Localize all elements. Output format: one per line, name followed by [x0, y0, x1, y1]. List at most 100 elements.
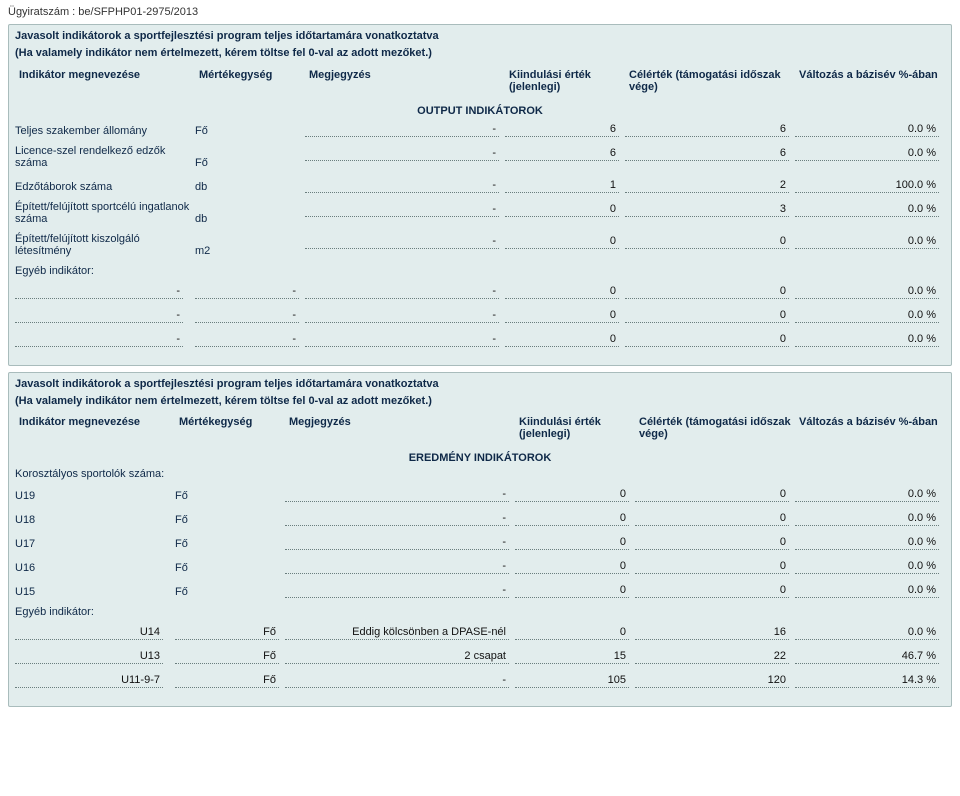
indicator-value-field[interactable]: Eddig kölcsönben a DPASE-nél: [285, 624, 509, 640]
indicator-value-field[interactable]: 0: [515, 486, 629, 502]
indicator-value-field[interactable]: U11-9-7: [15, 672, 163, 688]
indicator-value-field[interactable]: 2 csapat: [285, 648, 509, 664]
indicator-name: U19: [15, 486, 175, 502]
indicator-value-field[interactable]: 0.0 %: [795, 283, 939, 299]
indicator-value-field[interactable]: -: [15, 283, 183, 299]
indicator-value-field[interactable]: 3: [625, 201, 789, 217]
indicator-value-field[interactable]: 0: [515, 624, 629, 640]
indicator-row: Edzőtáborok számadb-12100.0 %: [15, 177, 945, 193]
indicator-value-field[interactable]: 6: [625, 121, 789, 137]
indicator-value-field[interactable]: 0.0 %: [795, 121, 939, 137]
indicator-value-field[interactable]: -: [305, 177, 499, 193]
indicator-value-field[interactable]: 0: [505, 201, 619, 217]
indicator-value-field[interactable]: 6: [505, 145, 619, 161]
panel1-subtitle: (Ha valamely indikátor nem értelmezett, …: [15, 46, 945, 61]
indicator-value-field[interactable]: 0: [515, 534, 629, 550]
indicator-name: U17: [15, 534, 175, 550]
indicator-value-field[interactable]: 0.0 %: [795, 486, 939, 502]
indicator-value-field[interactable]: 0.0 %: [795, 307, 939, 323]
indicator-value-field[interactable]: 0.0 %: [795, 145, 939, 161]
indicator-value-field[interactable]: -: [305, 121, 499, 137]
indicator-value-field[interactable]: -: [305, 201, 499, 217]
indicator-value-field[interactable]: 105: [515, 672, 629, 688]
indicator-value-field[interactable]: U13: [15, 648, 163, 664]
panel2-egyeb-label: Egyéb indikátor:: [15, 606, 945, 618]
indicator-value-field[interactable]: 0: [625, 307, 789, 323]
indicator-value-field[interactable]: -: [305, 283, 499, 299]
indicator-value-field[interactable]: -: [305, 331, 499, 347]
indicator-value-field[interactable]: 22: [635, 648, 789, 664]
indicator-value-field[interactable]: -: [305, 307, 499, 323]
indicator-value-field[interactable]: -: [285, 534, 509, 550]
indicator-value-field[interactable]: -: [285, 486, 509, 502]
indicator-value-field[interactable]: 15: [515, 648, 629, 664]
indicator-name: U16: [15, 558, 175, 574]
indicator-value-field[interactable]: 2: [625, 177, 789, 193]
indicator-value-field[interactable]: 0: [505, 331, 619, 347]
indicator-unit: Fő: [175, 486, 285, 502]
indicator-value-field[interactable]: 0: [635, 582, 789, 598]
indicator-value-field[interactable]: 6: [505, 121, 619, 137]
panel2-header-note: Megjegyzés: [285, 414, 515, 442]
indicator-value-field[interactable]: 1: [505, 177, 619, 193]
indicator-row: U15Fő-000.0 %: [15, 582, 945, 598]
indicator-name: Épített/felújított sportcélú ingatlanok …: [15, 201, 195, 225]
panel1-header-target: Célérték (támogatási időszak vége): [625, 67, 795, 95]
indicator-value-field[interactable]: -: [305, 145, 499, 161]
indicator-value-field[interactable]: 0.0 %: [795, 582, 939, 598]
indicator-row-custom: U11-9-7 Fő-105 120 14.3 %: [15, 672, 945, 688]
indicator-value-field[interactable]: 0: [635, 486, 789, 502]
indicator-value-field[interactable]: 0.0 %: [795, 331, 939, 347]
indicator-value-field[interactable]: -: [15, 307, 183, 323]
indicator-value-field[interactable]: 120: [635, 672, 789, 688]
indicator-value-field[interactable]: 0: [505, 307, 619, 323]
panel1-section-heading: OUTPUT INDIKÁTOROK: [15, 99, 945, 121]
indicator-value-field[interactable]: -: [195, 283, 299, 299]
indicator-value-field[interactable]: -: [285, 558, 509, 574]
indicator-value-field[interactable]: 6: [625, 145, 789, 161]
panel2-section-heading: EREDMÉNY INDIKÁTOROK: [15, 446, 945, 468]
panel1-header-note: Megjegyzés: [305, 67, 505, 95]
indicator-name: U18: [15, 510, 175, 526]
indicator-value-field[interactable]: -: [285, 672, 509, 688]
indicator-value-field[interactable]: 0: [505, 233, 619, 249]
indicator-value-field[interactable]: 0: [635, 558, 789, 574]
indicator-value-field[interactable]: 0.0 %: [795, 510, 939, 526]
panel2-header-start: Kiindulási érték (jelenlegi): [515, 414, 635, 442]
indicator-value-field[interactable]: -: [195, 331, 299, 347]
indicator-value-field[interactable]: 0: [635, 510, 789, 526]
indicator-value-field[interactable]: 0: [515, 558, 629, 574]
panel1-header-start: Kiindulási érték (jelenlegi): [505, 67, 625, 95]
indicator-value-field[interactable]: -: [195, 307, 299, 323]
panel2-header-row: Indikátor megnevezése Mértékegység Megje…: [15, 414, 945, 442]
indicator-value-field[interactable]: Fő: [175, 648, 279, 664]
indicator-value-field[interactable]: 0: [625, 233, 789, 249]
indicator-value-field[interactable]: 0.0 %: [795, 558, 939, 574]
indicator-value-field[interactable]: 0: [625, 283, 789, 299]
indicator-unit: Fő: [175, 510, 285, 526]
indicator-value-field[interactable]: 16: [635, 624, 789, 640]
indicator-value-field[interactable]: Fő: [175, 672, 279, 688]
indicator-value-field[interactable]: 0: [505, 283, 619, 299]
indicator-value-field[interactable]: -: [15, 331, 183, 347]
indicator-value-field[interactable]: -: [285, 510, 509, 526]
indicator-value-field[interactable]: 0: [515, 582, 629, 598]
indicator-value-field[interactable]: 0: [515, 510, 629, 526]
indicator-value-field[interactable]: 0.0 %: [795, 201, 939, 217]
indicator-value-field[interactable]: 0: [625, 331, 789, 347]
indicator-unit: Fő: [175, 534, 285, 550]
indicator-value-field[interactable]: -: [285, 582, 509, 598]
indicator-value-field[interactable]: 46.7 %: [795, 648, 939, 664]
panel2-header-target: Célérték (támogatási időszak vége): [635, 414, 795, 442]
indicator-value-field[interactable]: 0.0 %: [795, 233, 939, 249]
indicator-value-field[interactable]: U14: [15, 624, 163, 640]
indicator-value-field[interactable]: 14.3 %: [795, 672, 939, 688]
indicator-value-field[interactable]: 0.0 %: [795, 624, 939, 640]
indicator-value-field[interactable]: 0.0 %: [795, 534, 939, 550]
indicator-value-field[interactable]: Fő: [175, 624, 279, 640]
panel2-header-unit: Mértékegység: [175, 414, 285, 442]
indicator-value-field[interactable]: 0: [635, 534, 789, 550]
indicator-value-field[interactable]: -: [305, 233, 499, 249]
indicator-value-field[interactable]: 100.0 %: [795, 177, 939, 193]
indicator-row: U16Fő-000.0 %: [15, 558, 945, 574]
